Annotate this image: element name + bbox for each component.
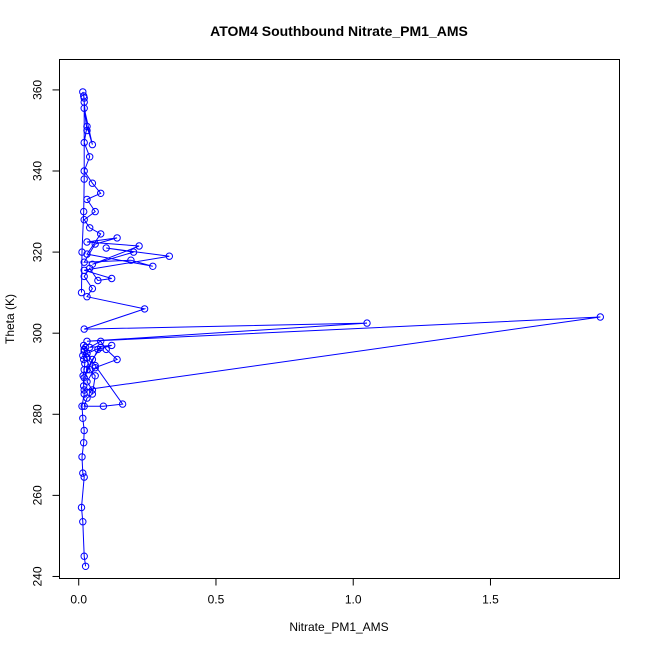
data-point <box>80 266 88 274</box>
data-point <box>94 345 102 354</box>
data-point <box>80 175 88 183</box>
data-point <box>78 453 86 461</box>
data-point <box>149 262 157 270</box>
data-point <box>80 325 88 333</box>
data-point <box>102 244 110 252</box>
data-point <box>80 207 88 216</box>
y-tick-label: 340 <box>31 161 45 181</box>
data-point <box>80 473 88 481</box>
data-point <box>596 313 604 321</box>
data-point <box>108 341 116 350</box>
data-point <box>88 260 97 268</box>
x-tick-label: 0.5 <box>208 593 225 607</box>
data-point <box>83 126 91 135</box>
data-point <box>129 248 138 256</box>
y-tick-label: 300 <box>31 323 45 343</box>
data-point <box>78 402 86 410</box>
data-point <box>80 216 88 224</box>
data-point <box>83 394 91 402</box>
data-point <box>108 274 116 283</box>
x-tick-label: 0.0 <box>70 593 87 607</box>
data-point <box>97 230 105 238</box>
data-point <box>83 337 91 345</box>
data-point <box>113 355 121 364</box>
data-point <box>80 167 88 175</box>
chart-title: ATOM4 Southbound Nitrate_PM1_AMS <box>210 23 468 39</box>
y-tick-label: 360 <box>31 80 45 100</box>
data-point <box>91 240 99 248</box>
data-point <box>135 242 143 250</box>
data-point <box>77 288 86 297</box>
data-point <box>79 469 87 477</box>
series-line <box>80 91 601 567</box>
y-axis: 240 260 280 300 320 340 360 <box>31 80 60 586</box>
data-point <box>94 276 102 285</box>
data-point <box>80 138 88 147</box>
data-point <box>80 386 88 394</box>
data-point <box>97 337 105 345</box>
data-point <box>77 503 86 512</box>
y-axis-label: Theta (K) <box>3 294 17 344</box>
data-point <box>80 439 88 447</box>
data-point <box>86 224 94 232</box>
data-point <box>113 234 121 242</box>
data-point <box>88 355 97 364</box>
data-point <box>99 402 108 410</box>
data-point <box>102 345 110 354</box>
data-point <box>81 562 90 570</box>
data-point <box>83 378 91 386</box>
data-point <box>78 248 86 256</box>
y-tick-label: 260 <box>31 485 45 505</box>
data-point <box>88 284 97 293</box>
data-point <box>80 426 88 435</box>
data-point <box>83 349 91 358</box>
data-point <box>79 518 87 526</box>
x-tick-label: 1.5 <box>482 593 499 607</box>
data-point <box>88 386 97 394</box>
y-tick-label: 280 <box>31 404 45 424</box>
data-point <box>79 414 87 422</box>
data-point <box>88 390 97 398</box>
y-tick-label: 320 <box>31 242 45 262</box>
data-point <box>140 305 149 313</box>
data-point <box>83 250 91 258</box>
data-point <box>118 400 127 408</box>
x-axis: 0.0 0.5 1.0 1.5 <box>70 578 499 607</box>
data-point <box>83 293 91 301</box>
data-point <box>83 366 91 374</box>
data-point <box>91 361 99 370</box>
data-point <box>83 122 91 131</box>
data-point <box>80 258 88 266</box>
x-axis-label: Nitrate_PM1_AMS <box>289 620 388 634</box>
data-point <box>86 153 94 161</box>
data-point <box>127 256 135 264</box>
data-point <box>91 372 99 380</box>
data-point <box>363 319 371 327</box>
data-point <box>91 207 99 216</box>
plot-frame <box>59 59 620 579</box>
x-tick-label: 1.0 <box>345 593 362 607</box>
data-point <box>86 343 94 352</box>
data-point <box>91 364 99 372</box>
data-point <box>83 238 91 246</box>
data-point <box>165 252 174 260</box>
data-point <box>80 552 88 560</box>
data-point <box>88 179 97 187</box>
y-tick-label: 240 <box>31 566 45 586</box>
data-point <box>80 402 88 410</box>
series-nitrate <box>77 88 604 570</box>
data-point <box>97 189 105 198</box>
data-point <box>83 195 91 204</box>
data-point <box>88 140 97 149</box>
data-point <box>80 94 88 102</box>
